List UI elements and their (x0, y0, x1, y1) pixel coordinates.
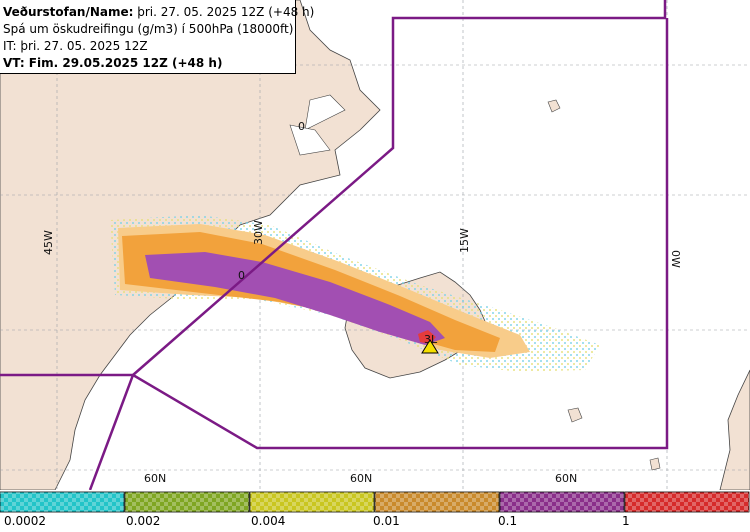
issue-time: þri. 27. 05. 2025 12Z (+48 h) (133, 5, 315, 19)
small-island-north (547, 99, 561, 113)
islet-east (649, 457, 661, 471)
lon-label-15w: 15W (458, 228, 471, 253)
legend-swatch-pattern (500, 492, 624, 512)
lon-label-30w: 30W (252, 220, 265, 245)
ash-red-core (418, 330, 436, 344)
legend-tick-1: 0.002 (126, 514, 161, 528)
small-island-south (567, 407, 583, 423)
legend-swatch-pattern (375, 492, 499, 512)
title-line-1: Veðurstofan/Name: þri. 27. 05. 2025 12Z … (3, 4, 314, 21)
concentration-legend: 0.0002 0.002 0.004 0.01 0.1 1 (0, 490, 750, 532)
issuer-label: Veðurstofan/Name: (3, 5, 134, 19)
volcano-tag: 3L (424, 333, 438, 346)
legend-swatch-pattern (250, 492, 374, 512)
legend-swatch-pattern (125, 492, 249, 512)
ash-cloud (110, 215, 600, 372)
lat-label-60n-east: 60N (555, 472, 577, 485)
map-title-box: Veðurstofan/Name: þri. 27. 05. 2025 12Z … (0, 0, 314, 74)
graticule (0, 0, 750, 490)
legend-swatch-pattern (625, 492, 749, 512)
title-line-2: Spá um öskudreifingu (g/m3) í 500hPa (18… (3, 22, 294, 36)
legend-tick-3: 0.01 (373, 514, 400, 528)
zero-marker-west: 0 (238, 269, 245, 282)
volcano-icon (421, 339, 439, 354)
legend-tick-2: 0.004 (251, 514, 286, 528)
legend-tick-4: 0.1 (498, 514, 518, 528)
ash-purple-layer (145, 252, 445, 345)
title-line-4: VT: Fim. 29.05.2025 12Z (+48 h) (3, 56, 223, 70)
ash-dispersion-map: 0 0 3L 45W 30W 15W 0W 60N 60N 60N (0, 0, 750, 490)
legend-swatches (0, 491, 750, 513)
lon-label-45w: 45W (42, 230, 55, 255)
lat-label-60n-west: 60N (144, 472, 166, 485)
lat-label-60n-center: 60N (350, 472, 372, 485)
fir-boundaries (0, 0, 669, 490)
norway-coast (719, 369, 750, 490)
greenland-fjord-2 (289, 124, 331, 156)
title-line-3: IT: þri. 27. 05. 2025 12Z (3, 39, 148, 53)
zero-marker-greenland: 0 (298, 120, 305, 133)
greenland-fjord (304, 94, 346, 131)
legend-tick-5: 1 (622, 514, 630, 528)
legend-tick-0: 0.0002 (4, 514, 46, 528)
legend-swatch-pattern (0, 492, 124, 512)
lon-label-0w: 0W (669, 250, 682, 268)
